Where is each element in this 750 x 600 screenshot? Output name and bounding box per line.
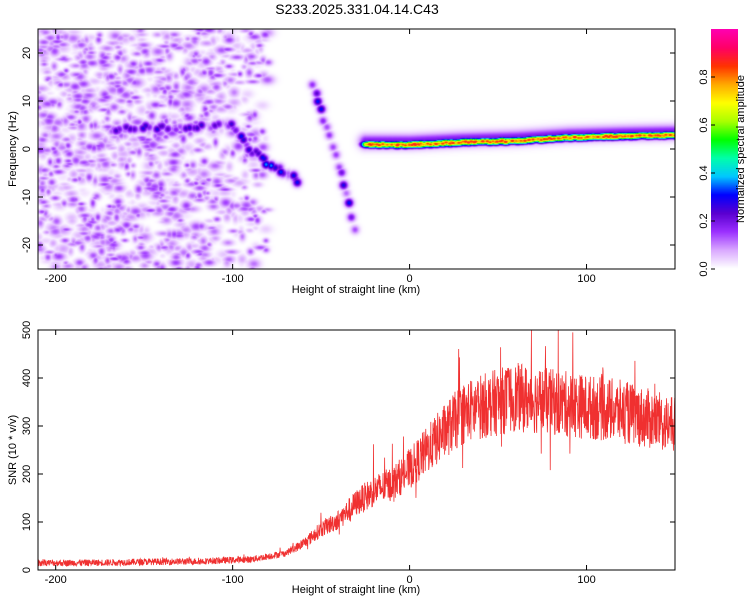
snr-y-tick-label: 0	[21, 567, 33, 573]
spectrogram-y-tick-label: 20	[21, 47, 33, 59]
spectrogram-x-tick-label: -100	[222, 273, 244, 285]
snr-panel: -200 -100 0 100 0 100 200 300 400 500 Height of s…	[7, 321, 676, 596]
spectrogram-y-tick-label: 10	[21, 95, 33, 107]
snr-y-tick-label: 300	[21, 417, 33, 435]
snr-frame	[37, 329, 676, 571]
spectrogram-y-tick-label: -20	[21, 237, 33, 253]
spectrogram-y-tick-label: -10	[21, 189, 33, 205]
snr-x-tick-label: 0	[407, 574, 413, 586]
spectrogram-xlabel: Height of straight line (km)	[292, 284, 420, 296]
spectrogram-ylabel: Frequency (Hz)	[7, 111, 19, 187]
colorbar-tick-label: 0.8	[698, 69, 710, 84]
snr-ylabel: SNR (10 * v/v)	[7, 415, 19, 485]
snr-series-line	[38, 330, 675, 568]
snr-xlabel: Height of straight line (km)	[292, 584, 420, 596]
spectrogram-x-tick-label: 0	[407, 273, 413, 285]
colorbar: 0.0 0.2 0.4 0.6 0.8 Normalized spectral ampl…	[698, 29, 747, 277]
snr-y-tick-label: 200	[21, 465, 33, 483]
figure-title: S233.2025.331.04.14.C43	[275, 1, 439, 17]
colorbar-tick-label: 0.6	[698, 117, 710, 132]
snr-x-tick-label: -100	[222, 574, 244, 586]
snr-y-tick-label: 400	[21, 369, 33, 387]
spectrogram-x-tick-label: 100	[577, 273, 595, 285]
colorbar-tick-label: 0.2	[698, 213, 710, 228]
snr-y-tick-label: 500	[21, 321, 33, 339]
colorbar-label: Normalized spectral amplitude	[735, 75, 747, 223]
snr-y-tick-label: 100	[21, 513, 33, 531]
colorbar-tick-label: 0.0	[698, 261, 710, 276]
colorbar-gradient	[711, 29, 738, 269]
snr-x-tick-label: 100	[577, 574, 595, 586]
snr-x-tick-label: -200	[45, 574, 67, 586]
colorbar-tick-label: 0.4	[698, 165, 710, 180]
snr-line-group	[38, 330, 675, 568]
snr-axes: -200 -100 0 100 0 100 200 300 400 500	[21, 321, 675, 586]
colorbar-axes: 0.0 0.2 0.4 0.6 0.8	[698, 69, 715, 277]
spectrogram-image	[38, 29, 675, 269]
spectrogram-x-tick-label: -200	[45, 273, 67, 285]
spectrogram-y-tick-label: 0	[21, 146, 33, 152]
